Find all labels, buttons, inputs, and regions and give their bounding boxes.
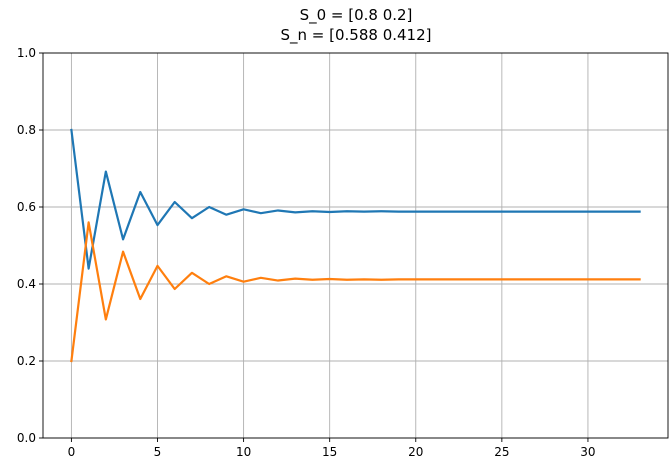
axes-frame — [42, 52, 669, 439]
x-tick-label: 15 — [322, 445, 337, 459]
series-1-line — [70, 128, 641, 270]
ticks: 0 5 10 15 20 25 30 0.0 0.2 0.4 0.6 0.8 1.0 — [17, 46, 596, 459]
y-tick-label: 0.6 — [17, 200, 36, 214]
y-tick-label: 1.0 — [17, 46, 36, 60]
y-tick-label: 0.0 — [17, 431, 36, 445]
y-tick-label: 0.4 — [17, 277, 36, 291]
x-tick-label: 5 — [154, 445, 162, 459]
series-layer — [70, 128, 641, 363]
grid — [43, 52, 668, 439]
chart-title-line-2: S_n = [0.588 0.412] — [281, 26, 432, 45]
x-tick-label: 25 — [494, 445, 509, 459]
y-tick-label: 0.8 — [17, 123, 36, 137]
x-tick-label: 30 — [580, 445, 595, 459]
x-tick-label: 0 — [68, 445, 76, 459]
chart-title-line-1: S_0 = [0.8 0.2] — [300, 6, 413, 25]
x-tick-label: 20 — [408, 445, 423, 459]
y-tick-label: 0.2 — [17, 354, 36, 368]
x-tick-label: 10 — [236, 445, 251, 459]
series-2-line — [70, 221, 641, 363]
